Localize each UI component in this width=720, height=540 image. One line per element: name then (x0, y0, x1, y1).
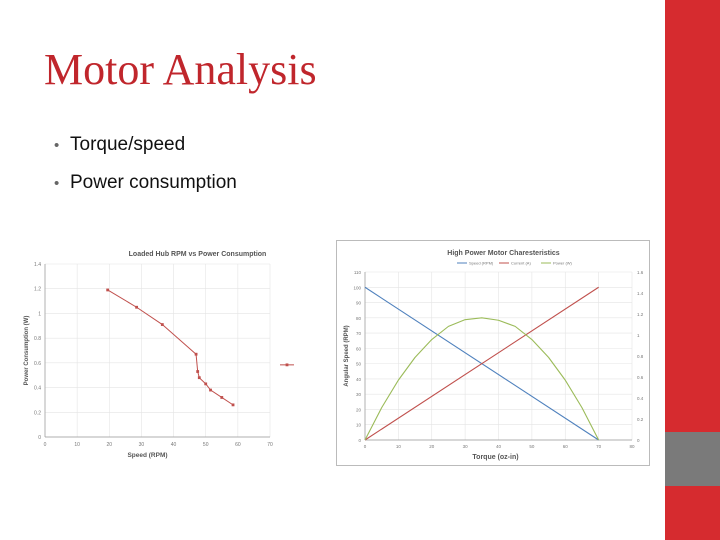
bullet-dot-icon: • (54, 137, 60, 154)
x-tick-label: 10 (74, 442, 80, 448)
x-tick-label: 30 (463, 444, 469, 449)
y-tick-label: 30 (356, 392, 362, 397)
motor-characteristics-chart-svg: High Power Motor Charesteristics Speed (R… (344, 250, 644, 461)
y2-tick-label: 1.2 (637, 312, 644, 317)
series-line (107, 289, 234, 406)
x-tick-label: 60 (235, 442, 241, 448)
bullet-text: Power consumption (70, 172, 237, 193)
power-consumption-chart-svg: Loaded Hub RPM vs Power Consumption 0 0.2 0… (24, 251, 294, 459)
x-tick-label: 40 (496, 444, 502, 449)
bullet-dot-icon: • (54, 175, 60, 192)
x-tick-label: 0 (44, 442, 47, 448)
sidebar-red-band (665, 0, 720, 432)
y-tick-label: 1.4 (34, 262, 41, 268)
x-tick-label: 0 (364, 444, 367, 449)
series-line (364, 286, 599, 441)
series-line (364, 317, 600, 441)
x-tick-label: 50 (529, 444, 535, 449)
x-tick-label: 30 (139, 442, 145, 448)
motor-characteristics-chart: High Power Motor Charesteristics Speed (R… (336, 240, 650, 466)
bullet-item: • Power consumption (54, 170, 237, 208)
bullet-item: • Torque/speed (54, 132, 237, 170)
data-point (231, 403, 235, 407)
data-point (197, 376, 201, 380)
y-tick-label: 0 (358, 438, 361, 443)
y-tick-label: 60 (356, 346, 362, 351)
x-tick-label: 20 (429, 444, 435, 449)
data-point (160, 323, 164, 326)
data-point (106, 288, 110, 292)
y-tick-label: 100 (353, 285, 361, 290)
y2-tick-label: 0.8 (637, 354, 644, 359)
bullet-list: • Torque/speed • Power consumption (54, 132, 237, 208)
x-tick-label: 50 (203, 442, 209, 448)
y2-tick-label: 0.2 (637, 417, 644, 422)
data-point (220, 396, 224, 399)
x-axis-label: Speed (RPM) (127, 452, 167, 459)
legend-label: Current (A) (511, 261, 531, 266)
x-tick-label: 80 (629, 444, 635, 449)
x-tick-label: 60 (563, 444, 569, 449)
y-tick-label: 0.2 (34, 410, 41, 416)
y-tick-label: 0.6 (34, 361, 41, 367)
data-point (194, 352, 198, 356)
y-tick-label: 110 (354, 270, 362, 275)
x-tick-label: 20 (107, 442, 113, 448)
y-tick-label: 10 (356, 423, 362, 428)
sidebar-red-band-bottom (665, 486, 720, 540)
y-tick-label: 80 (356, 316, 362, 321)
x-tick-label: 70 (267, 442, 273, 448)
y2-tick-label: 0 (637, 438, 640, 443)
y-tick-label: 0.8 (34, 336, 41, 342)
power-consumption-chart: Loaded Hub RPM vs Power Consumption 0 0.2 0… (18, 244, 323, 466)
x-tick-label: 40 (171, 442, 177, 448)
y2-tick-label: 1.6 (637, 270, 644, 275)
y2-tick-label: 0.4 (637, 396, 644, 401)
legend-marker (285, 363, 289, 367)
y-tick-label: 50 (356, 362, 362, 367)
y-tick-label: 1 (38, 311, 41, 317)
x-tick-label: 70 (596, 444, 602, 449)
x-tick-label: 10 (396, 444, 402, 449)
legend-label: Power (W) (553, 261, 573, 266)
y-tick-label: 20 (356, 407, 362, 412)
chart-title: High Power Motor Charesteristics (447, 250, 560, 257)
y-tick-label: 1.2 (34, 287, 41, 293)
data-point (135, 305, 139, 309)
legend-label: Speed (RPM) (469, 261, 494, 266)
y-tick-label: 90 (356, 301, 362, 306)
sidebar-gray-band (665, 432, 720, 486)
y-axis-label: Power Consumption (W) (24, 316, 30, 386)
slide-title: Motor Analysis (44, 45, 317, 94)
y-axis-label: Angular Speed (RPM) (344, 325, 350, 386)
y-tick-label: 70 (356, 331, 362, 336)
y-tick-label: 0.4 (34, 386, 41, 392)
data-point (209, 388, 212, 392)
chart-title: Loaded Hub RPM vs Power Consumption (129, 251, 267, 258)
y-tick-label: 0 (38, 435, 41, 441)
y2-tick-label: 0.6 (637, 375, 644, 380)
bullet-text: Torque/speed (70, 134, 186, 155)
data-point (204, 382, 208, 386)
y2-tick-label: 1.4 (637, 291, 644, 296)
y2-tick-label: 1 (637, 333, 640, 338)
y-tick-label: 40 (356, 377, 362, 382)
x-axis-label: Torque (oz-in) (472, 454, 518, 461)
data-point (196, 370, 200, 373)
